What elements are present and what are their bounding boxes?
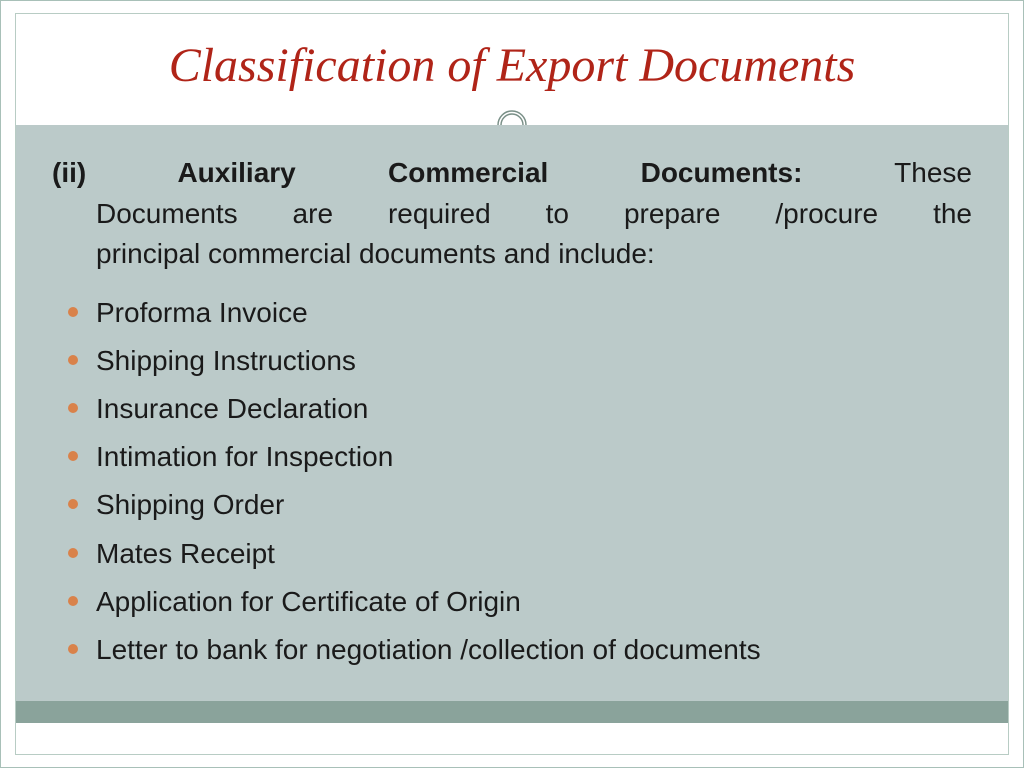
intro-line3: principal commercial documents and inclu…: [52, 234, 972, 275]
intro-line1-rest: These: [802, 157, 972, 188]
list-item: Letter to bank for negotiation /collecti…: [96, 626, 972, 674]
list-item: Insurance Declaration: [96, 385, 972, 433]
list-item-label: Shipping Instructions: [96, 345, 356, 376]
list-item-label: Application for Certificate of Origin: [96, 586, 521, 617]
list-item-label: Proforma Invoice: [96, 297, 308, 328]
list-item: Application for Certificate of Origin: [96, 578, 972, 626]
slide-frame: Classification of Export Documents (ii) …: [15, 13, 1009, 755]
list-item: Proforma Invoice: [96, 289, 972, 337]
bottom-accent-bar: [16, 701, 1008, 723]
slide-body: (ii) Auxiliary Commercial Documents: The…: [16, 125, 1008, 723]
slide-title: Classification of Export Documents: [36, 38, 988, 93]
list-item-label: Mates Receipt: [96, 538, 275, 569]
intro-line2: Documents are required to prepare /procu…: [52, 194, 972, 235]
list-item: Shipping Order: [96, 481, 972, 529]
list-item-label: Insurance Declaration: [96, 393, 368, 424]
list-item-label: Shipping Order: [96, 489, 284, 520]
intro-paragraph: (ii) Auxiliary Commercial Documents: The…: [52, 153, 972, 275]
slide: Classification of Export Documents (ii) …: [0, 0, 1024, 768]
list-item-label: Intimation for Inspection: [96, 441, 393, 472]
list-item: Shipping Instructions: [96, 337, 972, 385]
list-item: Mates Receipt: [96, 530, 972, 578]
intro-lead: (ii) Auxiliary Commercial Documents:: [52, 157, 802, 188]
bullet-list: Proforma Invoice Shipping Instructions I…: [52, 289, 972, 674]
list-item-label: Letter to bank for negotiation /collecti…: [96, 634, 761, 665]
list-item: Intimation for Inspection: [96, 433, 972, 481]
